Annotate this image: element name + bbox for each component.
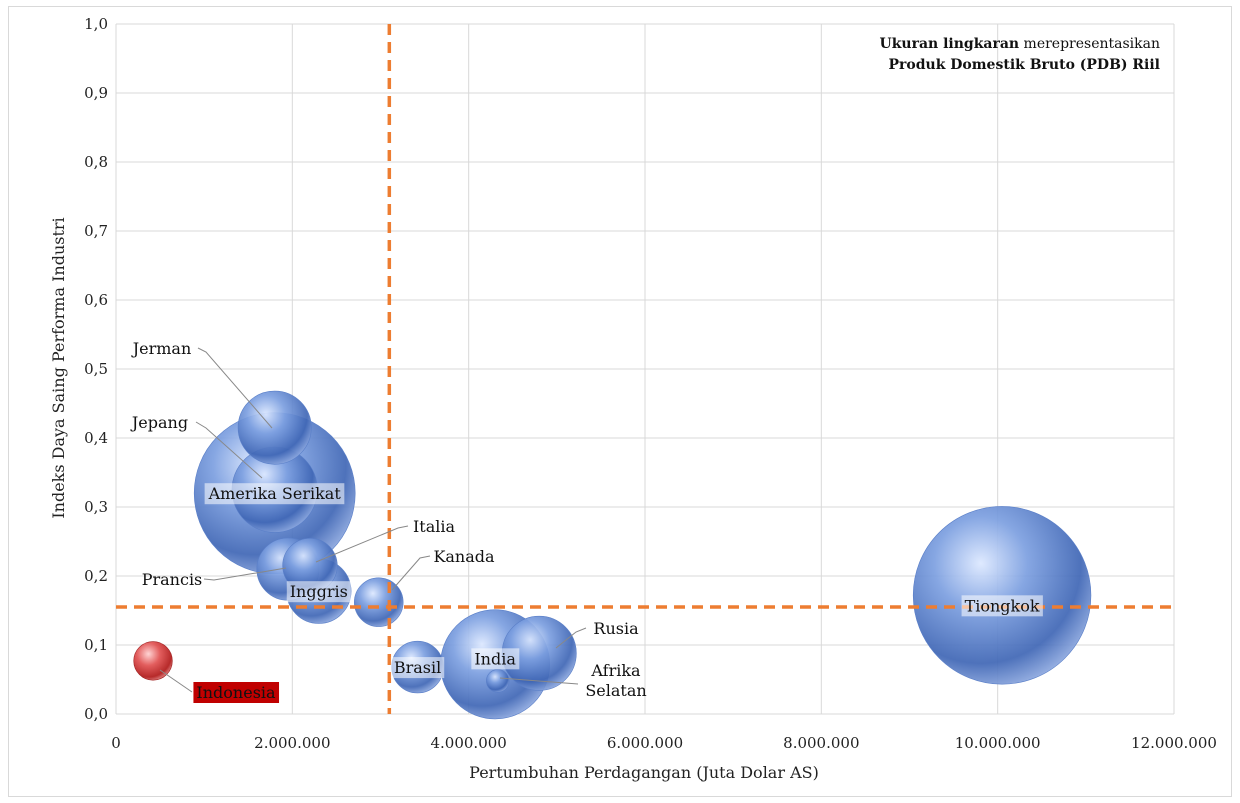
label-amerika-serikat: Amerika Serikat: [204, 483, 345, 505]
y-tick-label: 0,3: [84, 498, 108, 516]
label-india: India: [471, 648, 520, 670]
label-bg-brasil: [390, 657, 445, 679]
x-tick-label: 10.000.000: [955, 734, 1041, 752]
y-tick-label: 0,1: [84, 636, 108, 654]
tick-labels: 0,0 0,1 0,2 0,3 0,4 0,5 0,6 0,7 0,8 0,9 1,0 0 2.000.…: [84, 15, 1217, 752]
y-axis-title: Indeks Daya Saing Performa Industri: [49, 217, 68, 518]
x-axis-title: Pertumbuhan Perdagangan (Juta Dolar AS): [469, 763, 819, 782]
bubble-indonesia: [133, 641, 173, 681]
label-jerman: Jerman: [131, 339, 192, 358]
label-rusia: Rusia: [593, 619, 639, 638]
x-tick-label: 6.000.000: [607, 734, 683, 752]
leader-jerman: [197, 347, 273, 429]
label-bg-inggris: [286, 581, 351, 603]
point-label: Afrika Selatan: [585, 661, 646, 700]
label-brasil: Brasil: [390, 657, 445, 679]
reference-lines: [116, 24, 1174, 714]
y-tick-label: 0,8: [84, 153, 108, 171]
label-bg-amerika-serikat: [204, 483, 345, 505]
y-tick-label: 0,5: [84, 360, 108, 378]
point-label-line: Afrika: [590, 661, 641, 680]
x-tick-label: 12.000.000: [1131, 734, 1217, 752]
point-label: Tiongkok: [965, 596, 1040, 615]
x-tick-label: 2.000.000: [254, 734, 330, 752]
y-tick-label: 0,7: [84, 222, 108, 240]
leader-kanada: [391, 555, 431, 591]
point-label: Indonesia: [196, 683, 276, 702]
point-label: Rusia: [593, 619, 639, 638]
point-label: Jerman: [131, 339, 192, 358]
label-indonesia: Indonesia: [193, 682, 280, 703]
y-tick-label: 0,4: [84, 429, 108, 447]
note-line1-bold: Ukuran lingkaran: [880, 36, 1020, 52]
y-tick-label: 0,9: [84, 84, 108, 102]
point-label: Brasil: [394, 658, 441, 677]
bubble-afrika-selatan: [486, 669, 510, 693]
leader-lines: [159, 347, 587, 693]
label-inggris: Inggris: [286, 581, 351, 603]
leader-rusia: [555, 627, 587, 649]
note-line1-rest: merepresentasikan: [1019, 36, 1160, 52]
label-prancis: Prancis: [142, 570, 203, 589]
svg-text:Ukuran lingkaran merepresentas: Ukuran lingkaran merepresentasikan: [880, 36, 1161, 52]
x-tick-label: 8.000.000: [783, 734, 859, 752]
bubble-tiongkok: [912, 506, 1092, 685]
label-kanada: Kanada: [433, 547, 495, 566]
leader-jepang: [195, 421, 263, 479]
grid: [115, 23, 1175, 715]
point-label-line: Selatan: [585, 681, 646, 700]
y-tick-label: 0,0: [84, 705, 108, 723]
point-label: Inggris: [290, 582, 348, 601]
point-label: India: [474, 649, 516, 668]
label-bg-tiongkok: [961, 595, 1043, 617]
size-note: Ukuran lingkaran merepresentasikan Produ…: [880, 36, 1161, 73]
note-line2: Produk Domestik Bruto (PDB) Riil: [888, 57, 1160, 73]
y-tick-label: 0,2: [84, 567, 108, 585]
label-italia: Italia: [413, 517, 456, 536]
leader-afrika-selatan: [499, 677, 579, 685]
leader-indonesia: [159, 669, 193, 693]
point-label: Amerika Serikat: [208, 484, 342, 503]
label-jepang: Jepang: [130, 413, 188, 432]
label-afrika-selatan: Afrika Selatan: [585, 661, 646, 700]
x-tick-label: 0: [111, 734, 121, 752]
label-tiongkok: Tiongkok: [961, 595, 1043, 617]
label-bg-india: [471, 648, 520, 670]
x-tick-label: 4.000.000: [430, 734, 506, 752]
label-bg-indonesia: [193, 682, 280, 703]
point-label: Italia: [413, 517, 456, 536]
y-tick-label: 0,6: [84, 291, 108, 309]
y-tick-label: 1,0: [84, 15, 108, 33]
point-label: Kanada: [433, 547, 495, 566]
point-labels: Amerika Serikat Jerman Jepang Italia Prancis…: [130, 339, 1043, 703]
point-label: Jepang: [130, 413, 188, 432]
leader-prancis: [203, 567, 287, 581]
leader-italia: [315, 525, 409, 563]
point-label: Prancis: [142, 570, 203, 589]
